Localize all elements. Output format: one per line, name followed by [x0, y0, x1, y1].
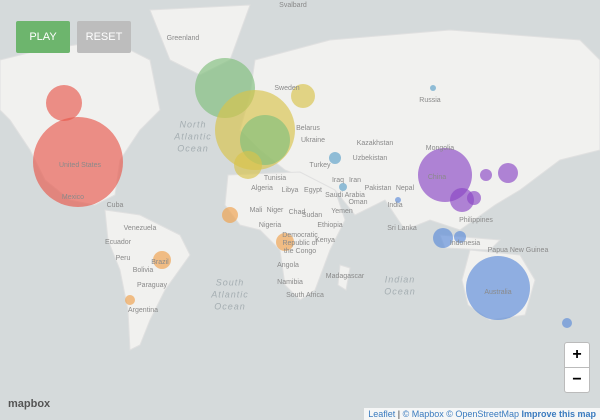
place-label: Russia [419, 97, 441, 104]
place-label: Mongolia [426, 145, 455, 152]
bubbles [33, 58, 572, 328]
ocean-label: Ocean [214, 301, 246, 311]
place-label: Oman [348, 199, 367, 206]
place-label: Philippines [459, 217, 493, 224]
ocean-label: Atlantic [173, 131, 212, 141]
place-label: Libya [282, 187, 299, 194]
place-label: Sri Lanka [387, 225, 417, 232]
ocean-label: Ocean [177, 143, 209, 153]
place-label: Cuba [107, 202, 124, 209]
place-label: Svalbard [279, 2, 307, 9]
play-button[interactable]: PLAY [16, 21, 70, 53]
place-label: Mexico [62, 194, 84, 201]
ocean-label: Indian [385, 274, 416, 284]
mapbox-link[interactable]: © Mapbox [402, 409, 444, 419]
place-label: Venezuela [124, 225, 157, 232]
place-label: United States [59, 162, 102, 169]
place-label: Algeria [251, 185, 273, 192]
ocean-label: Atlantic [210, 289, 249, 299]
place-label: Nigeria [259, 222, 281, 229]
place-label: India [387, 202, 402, 209]
place-label: South Africa [286, 292, 324, 299]
place-label: Bolivia [133, 267, 154, 274]
place-label: Democratic [282, 232, 318, 239]
place-label: Turkey [309, 162, 331, 169]
place-label: Tunisia [264, 175, 286, 182]
zoom-out[interactable]: − [564, 367, 590, 393]
place-label: Kenya [315, 237, 335, 244]
place-label: Mali [250, 207, 263, 214]
leaflet-link[interactable]: Leaflet [368, 409, 396, 419]
place-label: Ukraine [301, 137, 325, 144]
place-label: China [428, 174, 446, 181]
place-label: Ecuador [105, 239, 132, 246]
place-label: Egypt [304, 187, 322, 194]
place-label: Sweden [274, 85, 299, 92]
place-label: Namibia [277, 279, 303, 286]
mapbox-logo[interactable]: mapbox [8, 398, 51, 410]
ocean-label: Ocean [384, 286, 416, 296]
place-label: Brazil [151, 259, 169, 266]
place-label: Pakistan [365, 185, 392, 192]
attribution: Leaflet | © Mapbox © OpenStreetMap Impro… [364, 408, 600, 420]
place-label: Sudan [302, 212, 322, 219]
ocean-label: North [179, 119, 206, 129]
zoom-in[interactable]: + [564, 342, 590, 368]
place-label: Iran [349, 177, 361, 184]
place-label: Saudi Arabia [325, 192, 365, 199]
separator: | [397, 409, 401, 419]
place-label: Uzbekistan [353, 155, 388, 162]
place-label: Greenland [167, 35, 200, 42]
place-label: Madagascar [326, 273, 365, 280]
place-label: Nepal [396, 185, 415, 192]
place-label: Indonesia [450, 240, 480, 247]
improve-link[interactable]: Improve this map [521, 409, 596, 419]
ocean-label: South [216, 277, 245, 287]
place-label: Paraguay [137, 282, 167, 289]
place-label: Niger [267, 207, 284, 214]
reset-button[interactable]: RESET [77, 21, 131, 53]
place-label: Peru [116, 255, 131, 262]
place-label: Republic of [282, 240, 317, 247]
place-label: Chad [289, 209, 306, 216]
place-label: Ethiopia [317, 222, 342, 229]
place-label: Australia [484, 289, 511, 296]
place-label: Belarus [296, 125, 320, 132]
place-label: Kazakhstan [357, 140, 394, 147]
osm-link[interactable]: © OpenStreetMap [446, 409, 519, 419]
place-label: Angola [277, 262, 299, 269]
place-label: the Congo [284, 248, 316, 255]
place-label: Papua New Guinea [488, 247, 549, 254]
place-label: Iraq [332, 177, 344, 184]
place-label: Yemen [331, 208, 353, 215]
place-labels: Greenland Svalbard Russia United States Mexi… [59, 2, 548, 314]
place-label: Argentina [128, 307, 158, 314]
